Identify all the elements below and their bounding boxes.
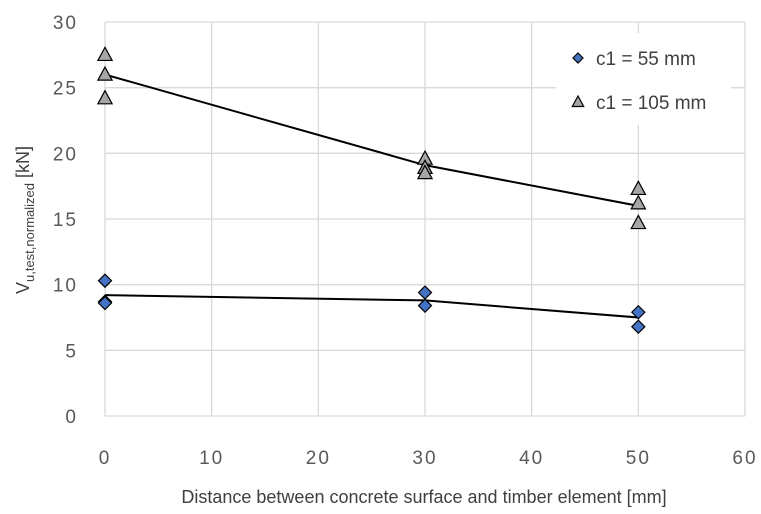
data-point-diamond (417, 298, 433, 314)
legend-items: c1 = 55 mm c1 = 105 mm (571, 49, 706, 114)
x-tick-labels: 0 10 20 30 40 50 60 (99, 448, 757, 469)
y-tick-label: 30 (53, 13, 78, 34)
data-point-triangle (96, 65, 114, 81)
data-point-diamond (630, 304, 646, 320)
x-tick-label: 40 (519, 448, 544, 469)
x-tick-label: 50 (626, 448, 651, 469)
trend-line (104, 294, 639, 319)
data-point-diamond (417, 285, 433, 300)
y-tick-label: 20 (53, 144, 78, 165)
y-axis-title: Vu,test,normalized [kN] (13, 146, 37, 294)
x-tick-label: 10 (199, 448, 224, 469)
y-tick-label: 25 (53, 79, 78, 100)
data-points (96, 46, 647, 335)
data-point-triangle (630, 194, 647, 210)
y-tick-labels: 0 5 10 15 20 25 30 (53, 13, 78, 428)
y-axis-title-subscript: u,test,normalized (22, 183, 37, 282)
y-tick-label: 5 (65, 341, 78, 362)
data-point-triangle (96, 46, 114, 62)
y-tick-label: 10 (53, 276, 78, 297)
y-axis-title-main: V (13, 282, 33, 294)
y-tick-label: 0 (65, 407, 78, 428)
x-tick-label: 0 (99, 448, 112, 469)
legend-label: c1 = 55 mm (596, 49, 696, 70)
data-point-diamond (97, 273, 113, 289)
data-point-triangle (96, 89, 114, 105)
legend-marker (571, 94, 585, 108)
data-point-triangle (630, 180, 647, 196)
y-axis-title-unit: [kN] (13, 146, 33, 183)
data-point-triangle (630, 214, 647, 230)
x-axis-title: Distance between concrete surface and ti… (181, 487, 666, 507)
x-tick-label: 30 (412, 448, 437, 469)
data-point-triangle (416, 164, 434, 180)
data-point-diamond (97, 295, 113, 311)
y-tick-label: 15 (53, 210, 78, 231)
legend-marker (572, 52, 584, 64)
legend: c1 = 55 mm c1 = 105 mm (556, 33, 731, 125)
data-point-diamond (630, 319, 646, 335)
x-tick-label: 60 (732, 448, 757, 469)
legend-label: c1 = 105 mm (596, 93, 706, 114)
x-tick-label: 20 (306, 448, 331, 469)
legend-background (556, 33, 731, 125)
